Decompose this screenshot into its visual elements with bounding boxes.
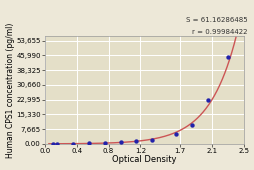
Point bbox=[150, 139, 154, 141]
Point bbox=[86, 142, 90, 145]
Point bbox=[173, 133, 178, 136]
X-axis label: Optical Density: Optical Density bbox=[112, 155, 176, 164]
Point bbox=[225, 56, 229, 59]
Point bbox=[205, 98, 209, 101]
Point bbox=[118, 141, 122, 144]
Point bbox=[189, 123, 194, 126]
Point bbox=[134, 140, 138, 143]
Point bbox=[51, 142, 55, 145]
Point bbox=[102, 142, 106, 144]
Text: S = 61.16286485: S = 61.16286485 bbox=[185, 17, 246, 23]
Point bbox=[70, 142, 74, 145]
Y-axis label: Human CPS1 concentration (pg/ml): Human CPS1 concentration (pg/ml) bbox=[6, 22, 14, 158]
Text: r = 0.99984422: r = 0.99984422 bbox=[191, 29, 246, 35]
Point bbox=[55, 142, 59, 145]
